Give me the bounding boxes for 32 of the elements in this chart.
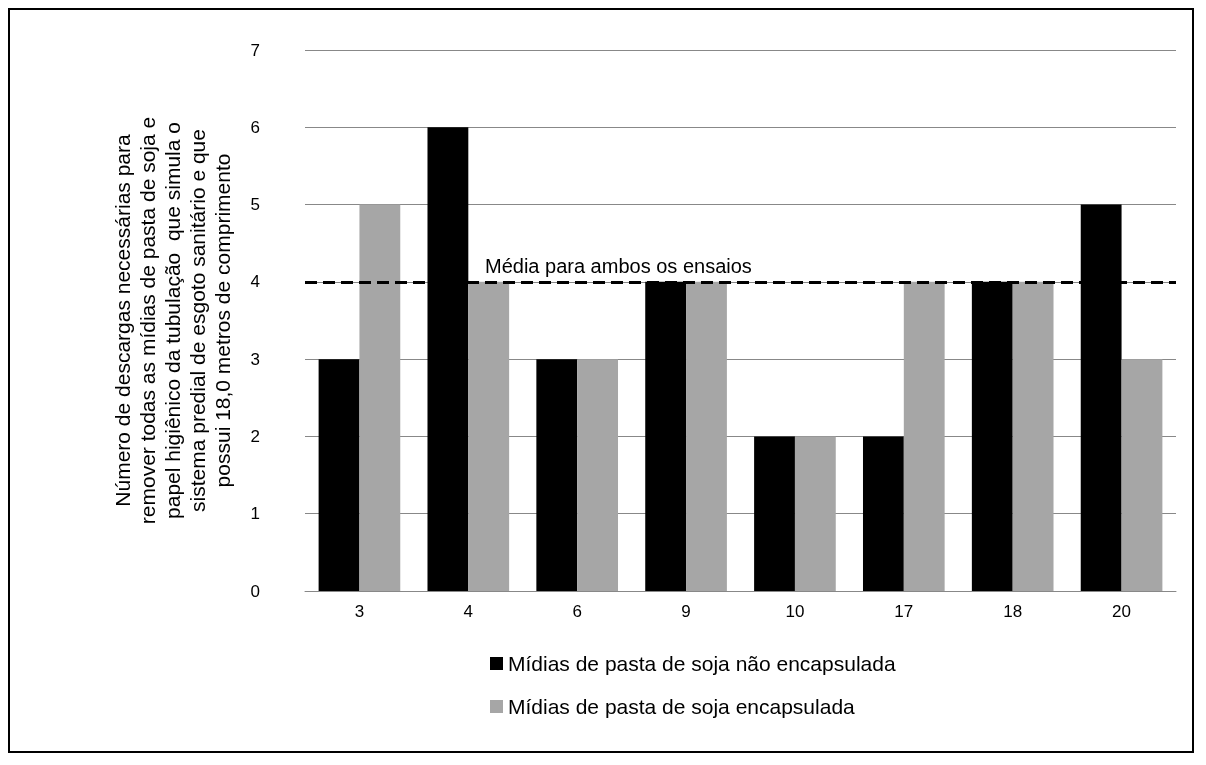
x-tick-label: 6 (572, 602, 582, 621)
bar (1121, 359, 1163, 591)
y-tick-label: 7 (250, 40, 260, 60)
y-tick-label: 2 (250, 426, 260, 446)
ref-line-label: Média para ambos os ensaios (485, 254, 752, 277)
bar (359, 204, 401, 591)
y-tick-label: 1 (250, 504, 260, 524)
bar (686, 281, 727, 591)
bar (577, 359, 619, 591)
bar (536, 359, 578, 591)
legend-label: Mídias de pasta de soja encapsulada (508, 695, 856, 718)
y-tick-label: 3 (250, 349, 260, 369)
x-tick-label: 3 (354, 602, 365, 621)
y-tick-label: 0 (250, 581, 260, 601)
x-tick-label: 9 (681, 602, 691, 621)
y-tick-label: 5 (250, 195, 260, 215)
bar (468, 281, 510, 591)
x-tick-label: 17 (894, 602, 914, 621)
x-tick-label: 4 (463, 602, 474, 621)
bar (754, 436, 795, 591)
bar (1012, 281, 1054, 591)
bar (794, 436, 836, 591)
x-tick-label: 20 (1112, 602, 1132, 621)
x-tick-label: 18 (1003, 602, 1023, 621)
bar (862, 436, 904, 591)
bar (318, 359, 360, 591)
y-axis-title: Número de descargas necessárias para remover todas as mídias de pasta de soja e papel higiênico da tubulação que simula o sistema predial de esgoto sanitário e que possui 18,0 metros de comprimento (111, 116, 234, 525)
y-tick-label: 4 (250, 272, 260, 292)
bar (903, 281, 945, 591)
legend-label: Mídias de pasta de soja não encapsulada (508, 652, 896, 675)
x-tick-label: 10 (785, 602, 805, 621)
y-tick-label: 6 (250, 117, 260, 137)
